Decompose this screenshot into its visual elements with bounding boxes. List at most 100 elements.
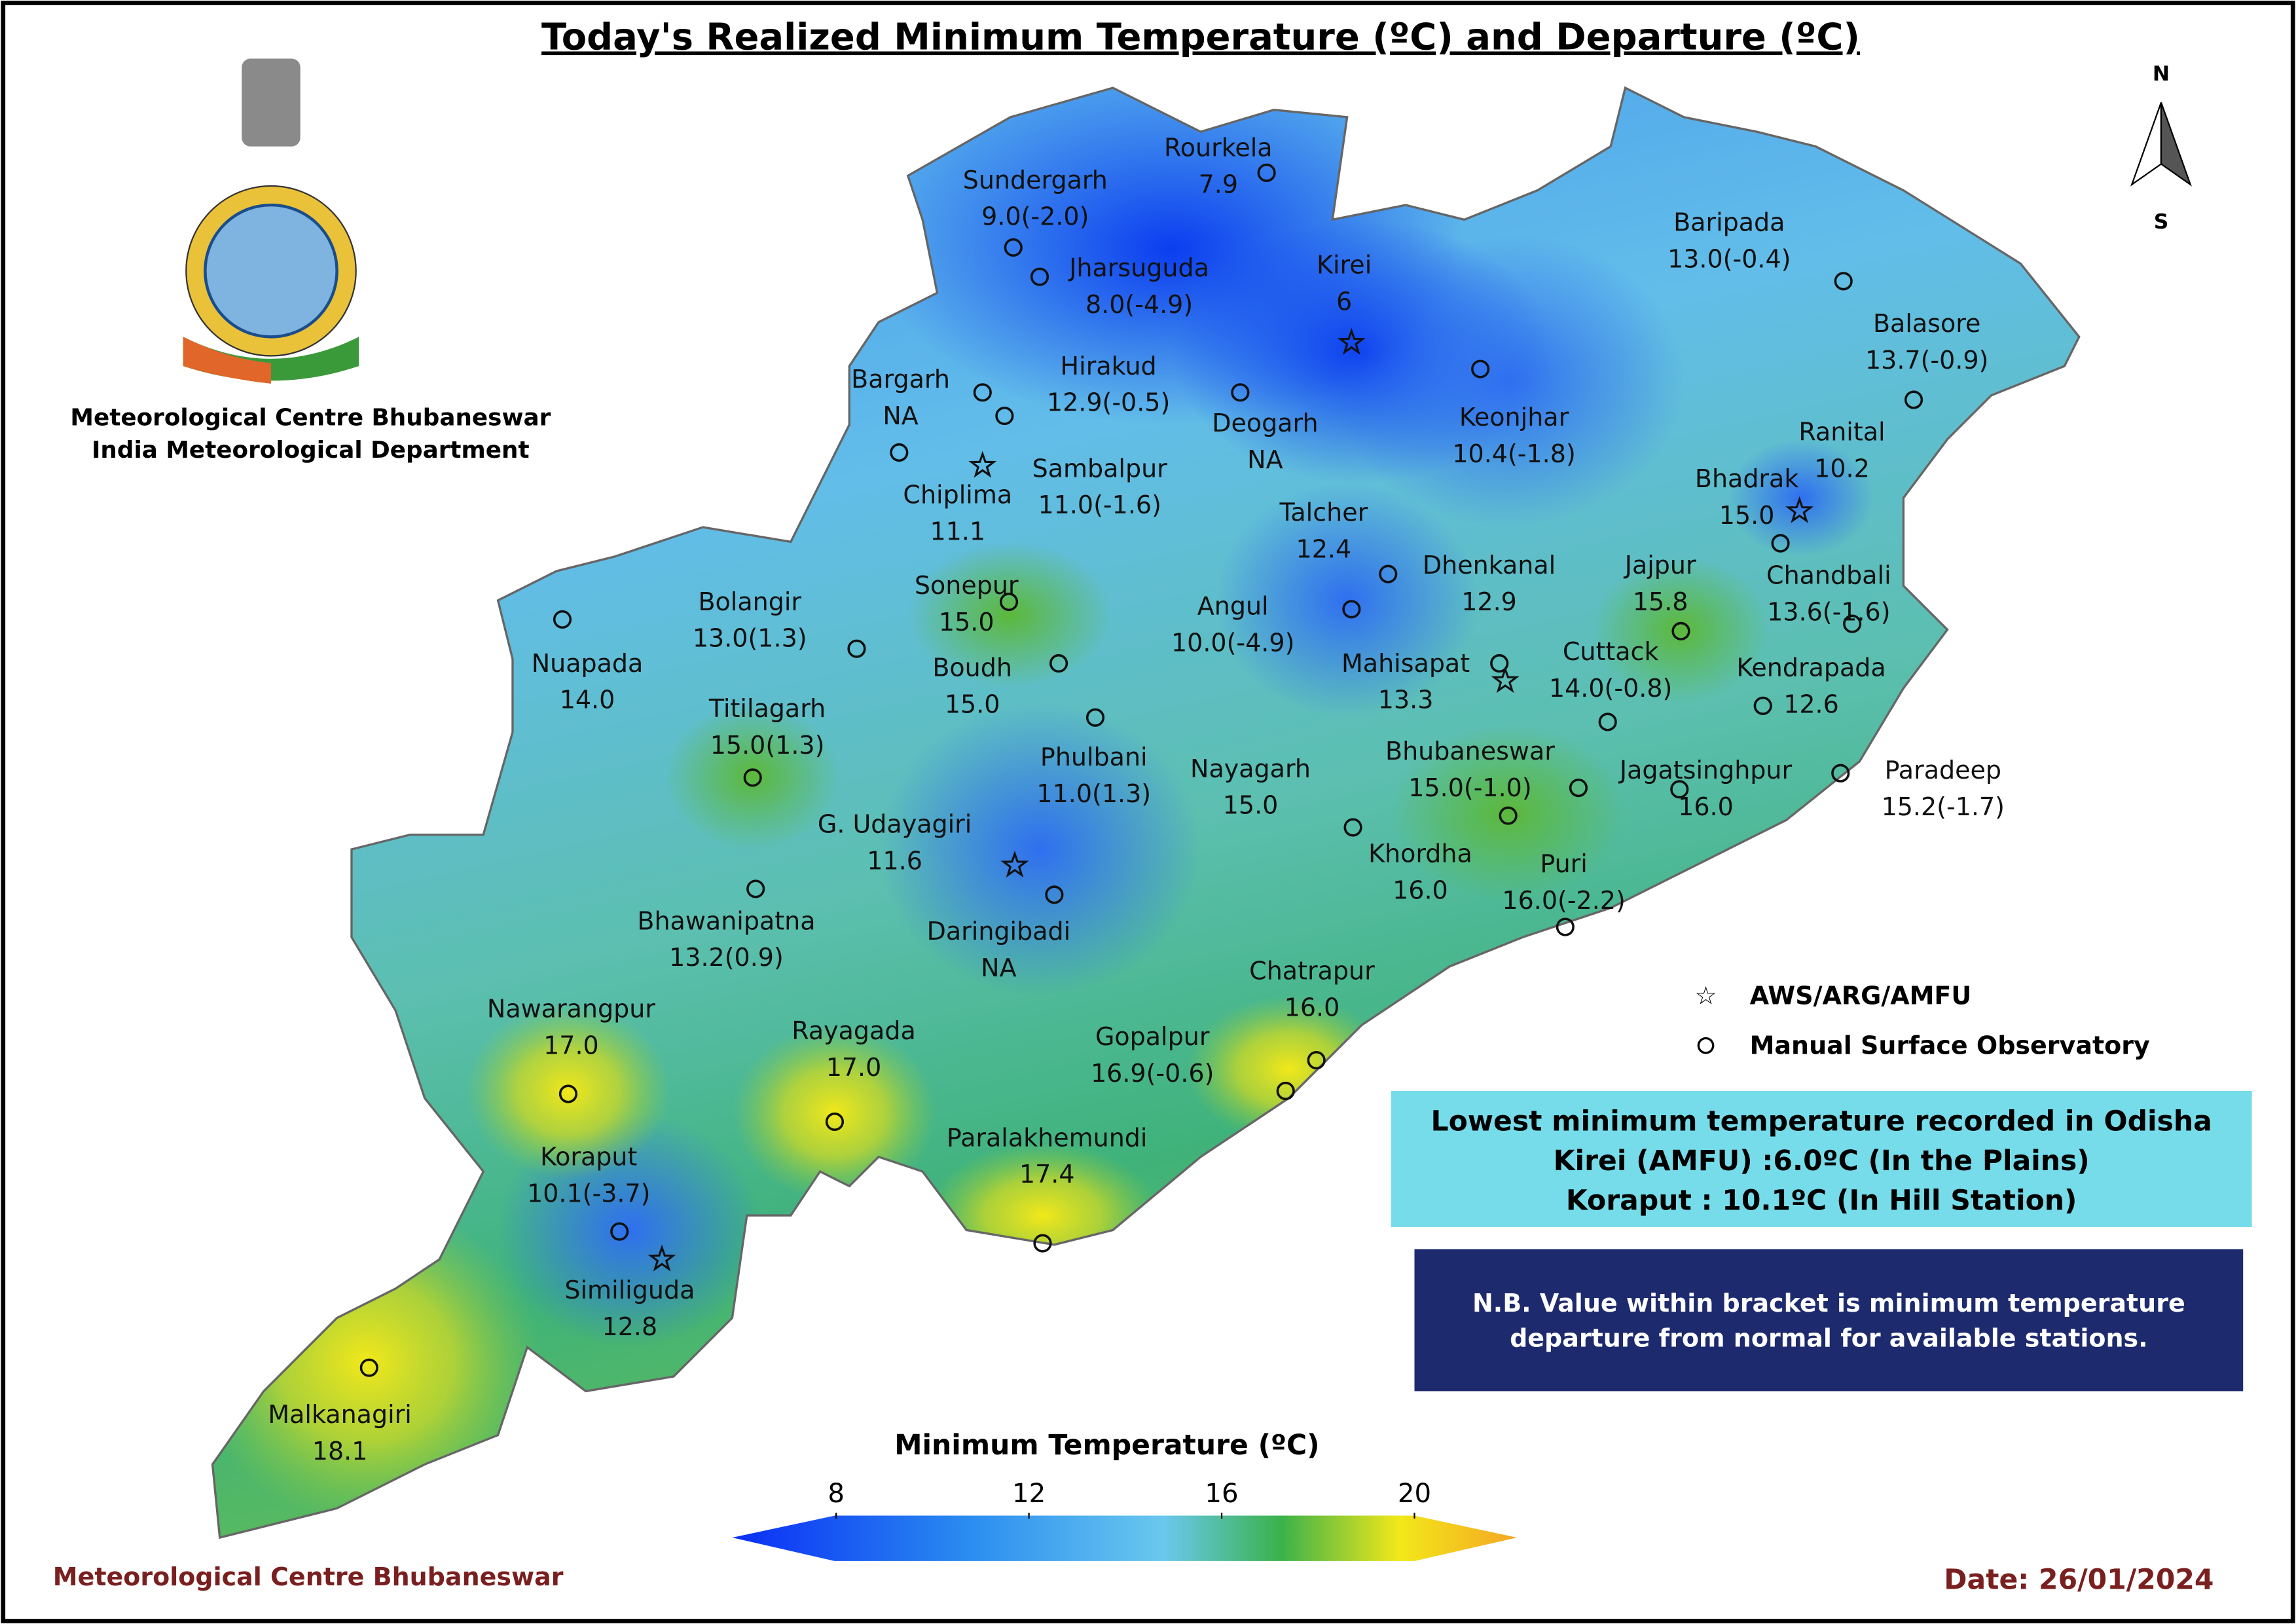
station-marker bbox=[1379, 564, 1398, 583]
station-name: Hirakud bbox=[1061, 352, 1157, 380]
station-value: 10.0(-4.9) bbox=[1171, 628, 1294, 657]
station-name: Titilagarh bbox=[708, 694, 826, 723]
logo bbox=[183, 58, 359, 384]
station-value: 6 bbox=[1336, 287, 1352, 316]
station-marker bbox=[1843, 614, 1862, 633]
station-marker bbox=[1257, 163, 1276, 182]
org-line: Meteorological Centre Bhubaneswar bbox=[70, 405, 551, 432]
station-value: NA bbox=[1247, 445, 1283, 474]
station-marker bbox=[1231, 383, 1250, 402]
station-marker bbox=[1049, 654, 1068, 673]
station-value: 15.0 bbox=[1719, 501, 1775, 530]
aws-marker bbox=[968, 451, 997, 478]
note-box bbox=[1414, 1249, 2244, 1392]
station-name: Talcher bbox=[1279, 498, 1368, 526]
station-name: Keonjhar bbox=[1459, 403, 1569, 432]
station-name: Koraput bbox=[540, 1142, 637, 1171]
station-name: Dhenkanal bbox=[1423, 551, 1556, 580]
station-name: Kendrapada bbox=[1736, 653, 1886, 682]
station-name: Ranital bbox=[1798, 417, 1885, 446]
station-value: 16.9(-0.6) bbox=[1091, 1059, 1214, 1088]
station-name: Nawarangpur bbox=[487, 995, 655, 1024]
station-value: 12.8 bbox=[602, 1312, 658, 1341]
aws-marker bbox=[647, 1244, 676, 1272]
legend-circle bbox=[1697, 1037, 1715, 1054]
station-name: Cuttack bbox=[1563, 637, 1659, 666]
aws-marker bbox=[1000, 851, 1029, 878]
station-value: 16.0(-2.2) bbox=[1502, 886, 1625, 915]
station-name: Puri bbox=[1540, 849, 1588, 878]
station-marker bbox=[359, 1358, 378, 1377]
station-name: Chiplima bbox=[903, 481, 1012, 509]
station-value: 11.1 bbox=[930, 517, 985, 545]
station-marker bbox=[847, 639, 866, 658]
north-label: N bbox=[2153, 62, 2170, 86]
station-name: Phulbani bbox=[1040, 743, 1148, 771]
station-value: 10.4(-1.8) bbox=[1452, 439, 1575, 468]
note-line: N.B. Value within bracket is minimum tem… bbox=[1472, 1289, 2185, 1318]
station-name: Jharsuguda bbox=[1068, 253, 1209, 282]
highlight-line: Koraput : 10.1ºC (In Hill Station) bbox=[1566, 1185, 2077, 1217]
station-marker bbox=[1085, 708, 1105, 727]
station-value: 14.0(-0.8) bbox=[1549, 674, 1672, 703]
station-marker bbox=[1004, 238, 1023, 257]
station-marker bbox=[999, 593, 1019, 612]
station-value: 15.0 bbox=[939, 608, 994, 637]
note-line: departure from normal for available stat… bbox=[1510, 1324, 2148, 1353]
colorbar-tick-label: 20 bbox=[1398, 1479, 1431, 1509]
station-marker bbox=[1831, 764, 1850, 783]
south-label: S bbox=[2154, 210, 2169, 234]
footer-date: Date: 26/01/2024 bbox=[1944, 1564, 2214, 1596]
station-value: 17.0 bbox=[543, 1031, 599, 1060]
station-marker bbox=[1569, 779, 1588, 798]
station-name: Bhubaneswar bbox=[1385, 737, 1555, 766]
aws-marker bbox=[1337, 327, 1366, 355]
station-marker bbox=[743, 768, 762, 787]
station-value: 18.1 bbox=[312, 1437, 368, 1466]
station-marker bbox=[1834, 272, 1853, 291]
station-value: 13.2(0.9) bbox=[669, 943, 784, 972]
station-marker bbox=[973, 383, 992, 402]
station-marker bbox=[825, 1112, 845, 1132]
aws-marker bbox=[1785, 496, 1814, 523]
station-marker bbox=[1342, 600, 1361, 619]
station-name: Jajpur bbox=[1624, 551, 1696, 580]
footer-left: Meteorological Centre Bhubaneswar bbox=[53, 1562, 564, 1591]
station-marker bbox=[1307, 1050, 1326, 1070]
station-marker bbox=[1671, 621, 1690, 640]
station-value: 12.6 bbox=[1783, 690, 1839, 718]
title: Today's Realized Minimum Temperature (ºC… bbox=[541, 16, 1860, 59]
station-value: 10.2 bbox=[1814, 454, 1870, 483]
highlight-box bbox=[1391, 1091, 2252, 1227]
station-value: 13.0(-0.4) bbox=[1667, 245, 1791, 274]
station-name: Bolangir bbox=[698, 587, 801, 616]
station-marker bbox=[995, 407, 1014, 426]
station-value: 13.7(-0.9) bbox=[1865, 346, 1988, 375]
station-value: 9.0(-2.0) bbox=[981, 202, 1089, 231]
station-name: Khordha bbox=[1368, 839, 1472, 868]
station-name: Bargarh bbox=[851, 365, 950, 394]
colorbar bbox=[732, 1515, 1518, 1561]
station-name: Boudh bbox=[932, 653, 1012, 682]
station-value: 15.0 bbox=[945, 690, 1000, 718]
station-name: Chatrapur bbox=[1249, 956, 1375, 985]
station-name: Angul bbox=[1197, 592, 1269, 621]
station-marker bbox=[553, 610, 572, 629]
station-name: Jagatsinghpur bbox=[1618, 756, 1793, 784]
station-name: Deogarh bbox=[1212, 409, 1318, 437]
colorbar-title: Minimum Temperature (ºC) bbox=[894, 1430, 1319, 1462]
station-marker bbox=[610, 1222, 629, 1241]
station-value: 11.6 bbox=[867, 847, 922, 876]
station-marker bbox=[1045, 885, 1064, 904]
station-value: 16.0 bbox=[1678, 792, 1734, 821]
station-name: Chandbali bbox=[1766, 561, 1891, 590]
legend-label: AWS/ARG/AMFU bbox=[1750, 981, 1972, 1010]
station-value: 17.0 bbox=[826, 1053, 882, 1082]
station-marker bbox=[1471, 360, 1490, 378]
station-value: 13.6(-1.6) bbox=[1767, 597, 1890, 626]
station-marker bbox=[1753, 696, 1772, 715]
org-line: India Meteorological Department bbox=[92, 437, 529, 464]
station-name: Rayagada bbox=[792, 1016, 915, 1045]
station-value: 15.8 bbox=[1633, 587, 1688, 616]
